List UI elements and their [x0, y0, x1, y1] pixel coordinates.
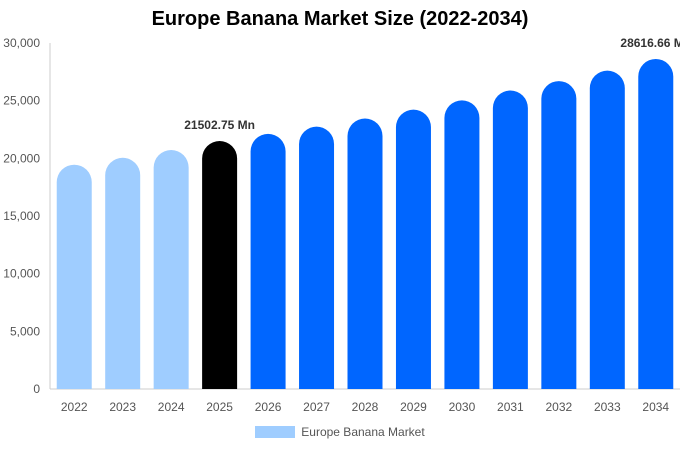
data-labels: 21502.75 Mn 28616.66 Mn	[184, 36, 680, 132]
bar-2026[interactable]	[250, 133, 286, 389]
x-tick-label: 2029	[400, 400, 427, 414]
x-tick-label: 2031	[497, 400, 524, 414]
y-tick-label: 5,000	[10, 324, 40, 338]
x-tick-label: 2033	[594, 400, 621, 414]
y-tick-label: 30,000	[3, 36, 40, 50]
chart-title: Europe Banana Market Size (2022-2034)	[151, 8, 529, 30]
x-tick-label: 2027	[303, 400, 330, 414]
bar-2030[interactable]	[444, 100, 480, 389]
y-tick-label: 10,000	[3, 267, 40, 281]
y-tick-label: 20,000	[3, 151, 40, 165]
x-tick-label: 2034	[642, 400, 669, 414]
bar-2032[interactable]	[541, 81, 577, 389]
x-tick-label: 2028	[352, 400, 379, 414]
bar-2034[interactable]	[638, 58, 674, 389]
bar-2025[interactable]	[202, 141, 238, 389]
x-tick-label: 2030	[449, 400, 476, 414]
y-axis: 0 5,000 10,000 15,000 20,000 25,000 30,000	[3, 36, 51, 396]
x-tick-label: 2026	[255, 400, 282, 414]
legend-swatch	[255, 426, 296, 438]
bar-2029[interactable]	[395, 109, 431, 390]
bar-2033[interactable]	[589, 70, 625, 390]
y-tick-label: 0	[33, 382, 40, 396]
x-tick-label: 2032	[545, 400, 572, 414]
y-tick-label: 15,000	[3, 209, 40, 223]
bar-2022[interactable]	[56, 164, 92, 389]
data-label-2034: 28616.66 Mn	[620, 36, 680, 50]
x-tick-label: 2025	[206, 400, 233, 414]
x-tick-label: 2022	[61, 400, 88, 414]
bar-2023[interactable]	[105, 157, 141, 389]
bar-2028[interactable]	[347, 118, 383, 389]
legend-label: Europe Banana Market	[301, 425, 425, 439]
y-tick-label: 25,000	[3, 94, 40, 108]
x-axis: 2022 2023 2024 2025 2026 2027 2028 2029 2030 2031…	[50, 388, 680, 414]
bar-2031[interactable]	[492, 90, 528, 389]
data-label-2025: 21502.75 Mn	[184, 118, 255, 132]
x-tick-label: 2024	[158, 400, 185, 414]
x-tick-label: 2023	[109, 400, 136, 414]
bar-2027[interactable]	[299, 126, 335, 389]
bars	[56, 58, 674, 390]
bar-2024[interactable]	[153, 150, 189, 389]
legend[interactable]: Europe Banana Market	[0, 425, 680, 439]
